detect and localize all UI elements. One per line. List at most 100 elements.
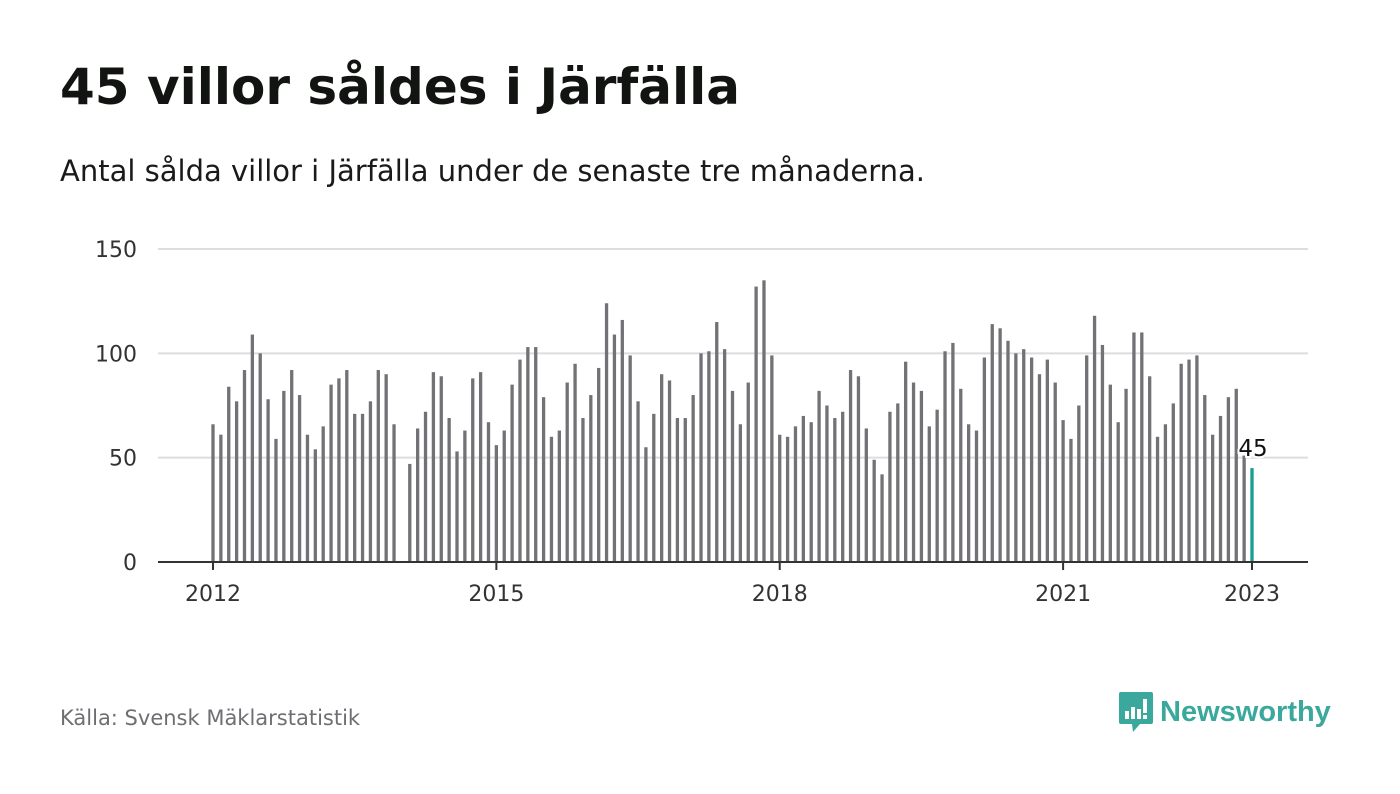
- bar: [801, 415, 805, 562]
- bar: [959, 388, 963, 562]
- bar: [951, 342, 955, 562]
- bar: [896, 403, 900, 562]
- bar: [730, 390, 735, 562]
- bar: [943, 351, 947, 562]
- bar: [408, 463, 412, 562]
- bar: [1037, 374, 1042, 562]
- bar: [785, 436, 790, 562]
- bar: [242, 370, 247, 562]
- bar: [1163, 424, 1168, 562]
- bar: [353, 413, 357, 562]
- page-subtitle: Antal sålda villor i Järfälla under de s…: [60, 154, 925, 188]
- bar: [423, 411, 428, 562]
- bar: [990, 324, 994, 562]
- bar: [1234, 388, 1238, 562]
- bar: [612, 334, 617, 562]
- bar: [368, 401, 373, 562]
- bar: [541, 397, 546, 562]
- bar: [392, 424, 396, 562]
- bar: [1116, 422, 1120, 562]
- bar: [770, 355, 774, 562]
- bar: [1179, 363, 1183, 562]
- bar: [888, 411, 892, 562]
- bar: [1045, 359, 1049, 562]
- y-tick-label: 50: [109, 447, 137, 472]
- bar: [502, 430, 506, 562]
- bar: [1195, 355, 1199, 562]
- bar: [754, 286, 758, 562]
- bar: [581, 418, 585, 562]
- x-tick-label: 2021: [1035, 582, 1091, 607]
- bar: [455, 451, 459, 562]
- bar: [211, 424, 215, 562]
- bar: [1100, 344, 1105, 562]
- bar: [998, 328, 1002, 562]
- newsworthy-logo-icon: [1119, 692, 1153, 732]
- bar: [1029, 357, 1034, 562]
- bar: [1092, 315, 1097, 562]
- brand: Newsworthy: [1118, 690, 1331, 734]
- bar: [644, 447, 648, 562]
- bar: [227, 386, 231, 562]
- bar: [589, 395, 593, 562]
- bar: [848, 370, 853, 562]
- bar: [1053, 382, 1057, 562]
- bar: [329, 384, 333, 562]
- bar: [597, 367, 601, 562]
- bar: [1108, 384, 1112, 562]
- bar: [321, 426, 325, 562]
- bar: [683, 418, 687, 562]
- bar: [1014, 353, 1018, 562]
- bar: [778, 434, 782, 562]
- bar: [1069, 438, 1073, 562]
- bar: [833, 418, 837, 562]
- bar: [738, 424, 743, 562]
- bar: [549, 436, 554, 562]
- x-tick-label: 2023: [1224, 582, 1280, 607]
- bar: [919, 390, 924, 562]
- bar: [494, 445, 499, 562]
- bar: [297, 395, 302, 562]
- bar: [573, 363, 577, 562]
- bar: [935, 409, 939, 562]
- bar: [463, 430, 467, 562]
- bar: [534, 347, 538, 562]
- bar: [1210, 434, 1215, 562]
- bar: [431, 372, 436, 562]
- bar: [652, 413, 656, 562]
- bar: [966, 424, 971, 562]
- bar: [219, 434, 223, 562]
- bar: [841, 411, 845, 562]
- bar: [258, 353, 262, 562]
- bar: [1203, 395, 1207, 562]
- bar: [880, 474, 884, 562]
- bar: [675, 418, 680, 562]
- bar: [1155, 436, 1160, 562]
- bar: [660, 374, 664, 562]
- bar: [313, 449, 317, 562]
- bar: [345, 370, 349, 562]
- y-tick-label: 150: [95, 238, 137, 263]
- bar: [1171, 403, 1175, 562]
- bar: [518, 359, 522, 562]
- bar: [486, 422, 491, 562]
- x-tick-label: 2018: [752, 582, 808, 607]
- bar: [604, 303, 609, 562]
- bar: [904, 361, 908, 562]
- bar: [762, 280, 766, 562]
- bar: [817, 390, 821, 562]
- y-tick-label: 0: [123, 551, 137, 576]
- highlight-bar: [1250, 468, 1254, 562]
- bar: [1140, 332, 1144, 562]
- bar: [274, 438, 278, 562]
- bar: [337, 378, 341, 562]
- bar: [620, 319, 624, 562]
- bar: [1148, 376, 1152, 562]
- bar: [628, 355, 632, 562]
- y-tick-label: 100: [95, 342, 137, 367]
- bar: [667, 380, 672, 562]
- bar: [793, 426, 798, 562]
- bar: [1226, 397, 1231, 562]
- bar: [447, 418, 451, 562]
- bar: [974, 430, 979, 562]
